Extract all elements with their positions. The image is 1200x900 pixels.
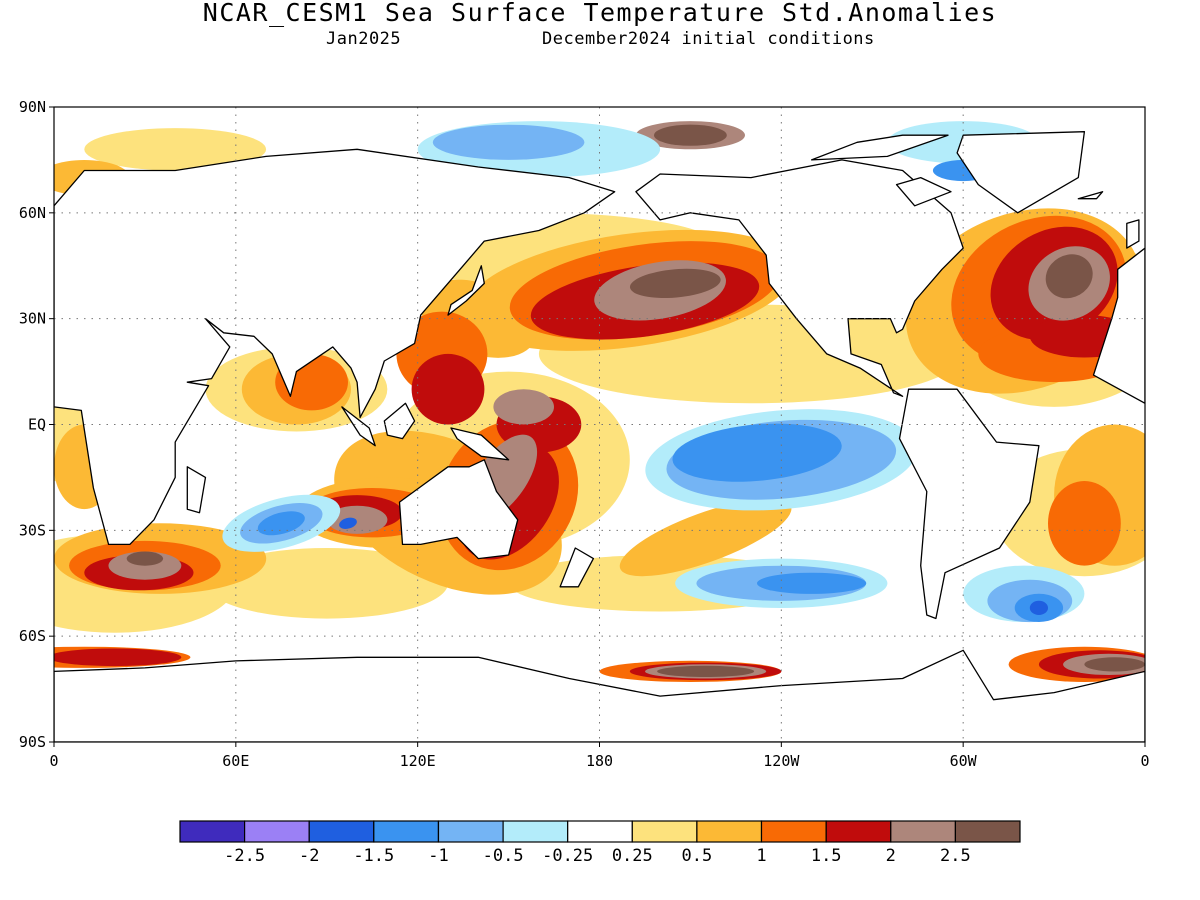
- anomaly-contour: [672, 423, 842, 482]
- anomaly-contour: [1048, 481, 1121, 566]
- anomaly-contour: [257, 511, 305, 536]
- landmass-iceland: [1077, 191, 1104, 200]
- colorbar-label: -0.5: [483, 846, 524, 866]
- lat-tick-label: 90S: [19, 733, 46, 751]
- landmass-australia: [398, 459, 519, 560]
- lon-tick-label: 120W: [763, 752, 800, 770]
- anomaly-contour: [411, 353, 485, 425]
- landmass-sumatra: [341, 406, 376, 447]
- lat-tick-label: 60S: [19, 627, 46, 645]
- colorbar-label: 2: [886, 846, 896, 866]
- lat-tick-label: EQ: [28, 416, 46, 434]
- anomaly-contour: [1045, 254, 1093, 299]
- colorbar-swatch: [373, 820, 439, 843]
- lon-tick-label: 180: [586, 752, 613, 770]
- lat-tick-label: 60N: [19, 204, 46, 222]
- colorbar-label: -0.25: [542, 846, 593, 866]
- colorbar-swatch: [954, 820, 1021, 843]
- anomaly-contour: [1084, 657, 1145, 672]
- landmass-new-zealand: [559, 547, 595, 588]
- map-title: NCAR_CESM1 Sea Surface Temperature Std.A…: [202, 0, 998, 27]
- colorbar-label: -1: [428, 846, 448, 866]
- landmass-greenland: [956, 131, 1086, 214]
- colorbar-label: 0.25: [612, 846, 653, 866]
- colorbar-swatch: [308, 820, 375, 843]
- landmass-baffin: [895, 176, 952, 207]
- landmass-north-america: [635, 159, 964, 397]
- landmass-eurasia-africa-east: [54, 148, 616, 546]
- init-conditions-label: December2024 initial conditions: [542, 29, 875, 49]
- valid-month-label: Jan2025: [326, 29, 402, 49]
- colorbar-swatch: [890, 820, 956, 843]
- landmass-south-america: [898, 388, 1040, 620]
- colorbar-swatch: [760, 820, 827, 843]
- colorbar-label: -1.5: [353, 846, 394, 866]
- colorbar-label: -2.5: [224, 846, 265, 866]
- anomaly-contour: [432, 124, 585, 160]
- colorbar-swatch: [437, 820, 504, 843]
- anomaly-contour: [654, 124, 727, 146]
- anomaly-contour: [619, 498, 792, 577]
- land-mask: [54, 131, 1145, 742]
- colorbar: -2.5 -2 -1.5 -1 -0.5 -0.25 0.25 0.5 1 1.5 2 2.5: [179, 820, 1021, 866]
- colorbar-label: 0.5: [682, 846, 713, 866]
- lat-lon-grid: [54, 107, 1145, 742]
- colorbar-swatch: [631, 820, 698, 843]
- anomaly-contour: [126, 551, 164, 566]
- colorbar-swatch: [179, 820, 246, 843]
- lon-tick-label: 0: [1140, 752, 1149, 770]
- lat-tick-label: 90N: [19, 98, 46, 116]
- colorbar-label: 1: [756, 846, 766, 866]
- colorbar-swatch: [696, 820, 763, 843]
- lon-tick-label: 60W: [950, 752, 978, 770]
- landmass-borneo: [383, 402, 416, 440]
- colorbar-swatch: [567, 820, 633, 843]
- lon-tick-label: 0: [49, 752, 58, 770]
- landmass-japan: [447, 265, 485, 316]
- anomaly-contour: [84, 128, 267, 171]
- anomaly-contour: [1029, 600, 1048, 616]
- lat-tick-label: 30N: [19, 310, 46, 328]
- landmass-new-guinea: [450, 427, 510, 461]
- anomaly-contour: [54, 648, 182, 667]
- landmass-antarctica: [54, 649, 1145, 742]
- landmass-uk: [1126, 219, 1140, 249]
- anomaly-contour: [757, 572, 867, 594]
- lon-tick-label: 60E: [222, 752, 249, 770]
- landmass-madagascar: [186, 466, 207, 514]
- landmass-arctic-islands: [810, 134, 949, 161]
- anomaly-contour: [629, 268, 721, 298]
- colorbar-label: 2.5: [940, 846, 971, 866]
- colorbar-swatch: [502, 820, 569, 843]
- landmass-eurasia-west: [1092, 247, 1145, 404]
- lon-tick-label: 120E: [400, 752, 436, 770]
- lat-tick-label: 30S: [19, 521, 46, 539]
- colorbar-swatch: [825, 820, 892, 843]
- anomaly-contour: [493, 389, 554, 425]
- anomaly-contour: [205, 548, 448, 619]
- anomaly-contour: [339, 517, 357, 529]
- anomaly-contour: [657, 665, 755, 678]
- colorbar-label: 1.5: [811, 846, 842, 866]
- colorbar-swatch: [244, 820, 310, 843]
- colorbar-label: -2: [299, 846, 319, 866]
